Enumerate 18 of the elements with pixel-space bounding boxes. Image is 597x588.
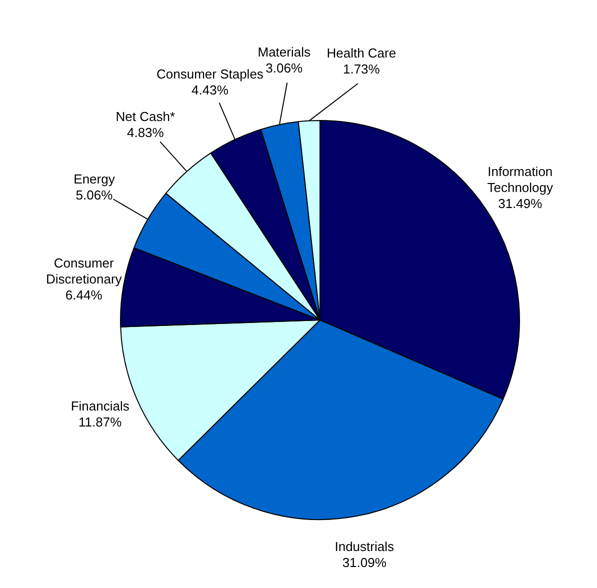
data-label: 4.43%: [192, 82, 229, 98]
slice-label: Industrials: [334, 538, 394, 554]
data-label: 3.06%: [266, 60, 303, 76]
data-label: 31.09%: [342, 554, 387, 570]
data-label: 5.06%: [76, 188, 114, 203]
slice-label: Consumer Discretionary: [46, 256, 122, 287]
data-label: 11.87%: [78, 414, 122, 430]
data-label: 6.44%: [65, 288, 103, 303]
slice-label: Net Cash*: [116, 108, 176, 124]
slice-label: Financials: [70, 398, 130, 414]
slice-label: Health Care: [326, 45, 396, 60]
slice-label: Energy: [74, 172, 116, 187]
slice-label: Information Technology: [487, 164, 554, 196]
data-label: 31.49%: [498, 196, 543, 212]
data-label: 4.83%: [126, 124, 164, 140]
slice-label: Consumer Staples: [156, 66, 264, 82]
data-label: 1.73%: [342, 61, 380, 76]
slice-label: Materials: [258, 44, 311, 60]
